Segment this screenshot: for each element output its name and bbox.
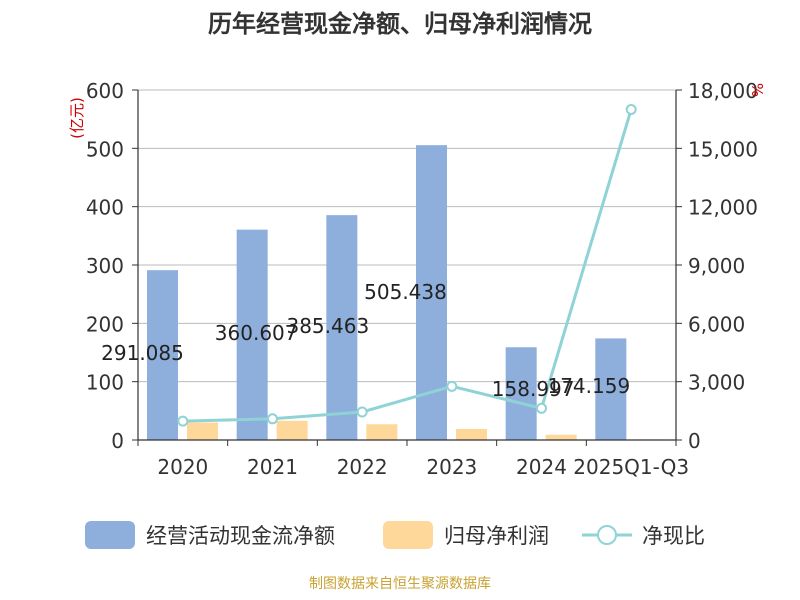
bar-net-profit	[456, 428, 487, 440]
bar-operating-cash-flow	[236, 229, 268, 440]
line-point	[267, 413, 278, 425]
legend-swatch-net-profit	[383, 521, 433, 549]
line-net-cash-ratio	[182, 109, 633, 423]
legend-label-net-profit: 归母净利润	[444, 524, 549, 548]
data-source-footer: 制图数据来自恒生聚源数据库	[309, 576, 491, 592]
y-right-tick-label: 9,000	[688, 254, 745, 278]
y-left-tick-label: 600	[86, 79, 124, 103]
bar-net-profit	[187, 422, 218, 440]
chart-title: 历年经营现金净额、归母净利润情况	[208, 10, 592, 38]
x-tick-label: 2025Q1-Q3	[573, 455, 689, 479]
bar-operating-cash-flow	[326, 215, 358, 440]
line-point	[177, 415, 189, 427]
bar-value-label: 385.463	[286, 314, 369, 338]
y-left-tick-label: 100	[86, 371, 124, 395]
x-tick-label: 2021	[247, 455, 298, 479]
bar-net-profit	[366, 424, 398, 440]
axes: 0 100 200 300 400 500 600 0 3,000 6,000 9,000 12,00…	[86, 79, 758, 479]
y-left-tick-label: 500	[86, 137, 124, 161]
bar-operating-cash-flow	[147, 270, 178, 440]
legend-marker-net-cash-ratio	[597, 525, 617, 545]
y-right-tick-label: 3,000	[688, 371, 745, 395]
bar-value-label: 360.607	[215, 321, 298, 345]
y-right-tick-label: 6,000	[688, 312, 745, 336]
x-tick-label: 2022	[337, 455, 388, 479]
line-point	[356, 406, 368, 418]
bar-net-profit	[545, 434, 577, 440]
x-tick-label: 2020	[157, 455, 208, 479]
x-tick-label: 2023	[426, 455, 477, 479]
y-right-tick-label: 0	[688, 429, 701, 453]
line-series	[177, 103, 637, 427]
y-right-tick-label: 15,000	[688, 137, 758, 161]
legend-label-operating-cash-flow: 经营活动现金流净额	[146, 524, 335, 548]
line-point	[536, 402, 547, 414]
y-left-tick-label: 200	[86, 312, 124, 336]
bar-value-label: 174.159	[547, 374, 630, 398]
y-right-axis-label: %	[748, 83, 766, 97]
y-left-tick-label: 0	[111, 429, 124, 453]
line-point	[446, 380, 458, 392]
legend: 经营活动现金流净额 归母净利润 净现比	[85, 521, 705, 549]
y-left-tick-label: 400	[86, 196, 124, 220]
bar-value-label: 158.997	[492, 377, 575, 401]
y-left-axis-label: (亿元)	[68, 97, 86, 139]
bar-operating-cash-flow	[595, 338, 627, 440]
y-left-tick-label: 300	[86, 254, 124, 278]
legend-swatch-operating-cash-flow	[85, 521, 135, 549]
grid	[138, 89, 676, 383]
bar-operating-cash-flow	[505, 347, 537, 440]
y-right-tick-label: 18,000	[688, 79, 758, 103]
legend-label-net-cash-ratio: 净现比	[642, 524, 705, 548]
bar-net-profit	[276, 420, 308, 440]
line-point	[625, 103, 637, 115]
bar-value-label: 505.438	[364, 280, 447, 304]
bar-value-label: 291.085	[101, 341, 184, 365]
x-tick-label: 2024	[516, 455, 567, 479]
y-right-tick-label: 12,000	[688, 196, 758, 220]
